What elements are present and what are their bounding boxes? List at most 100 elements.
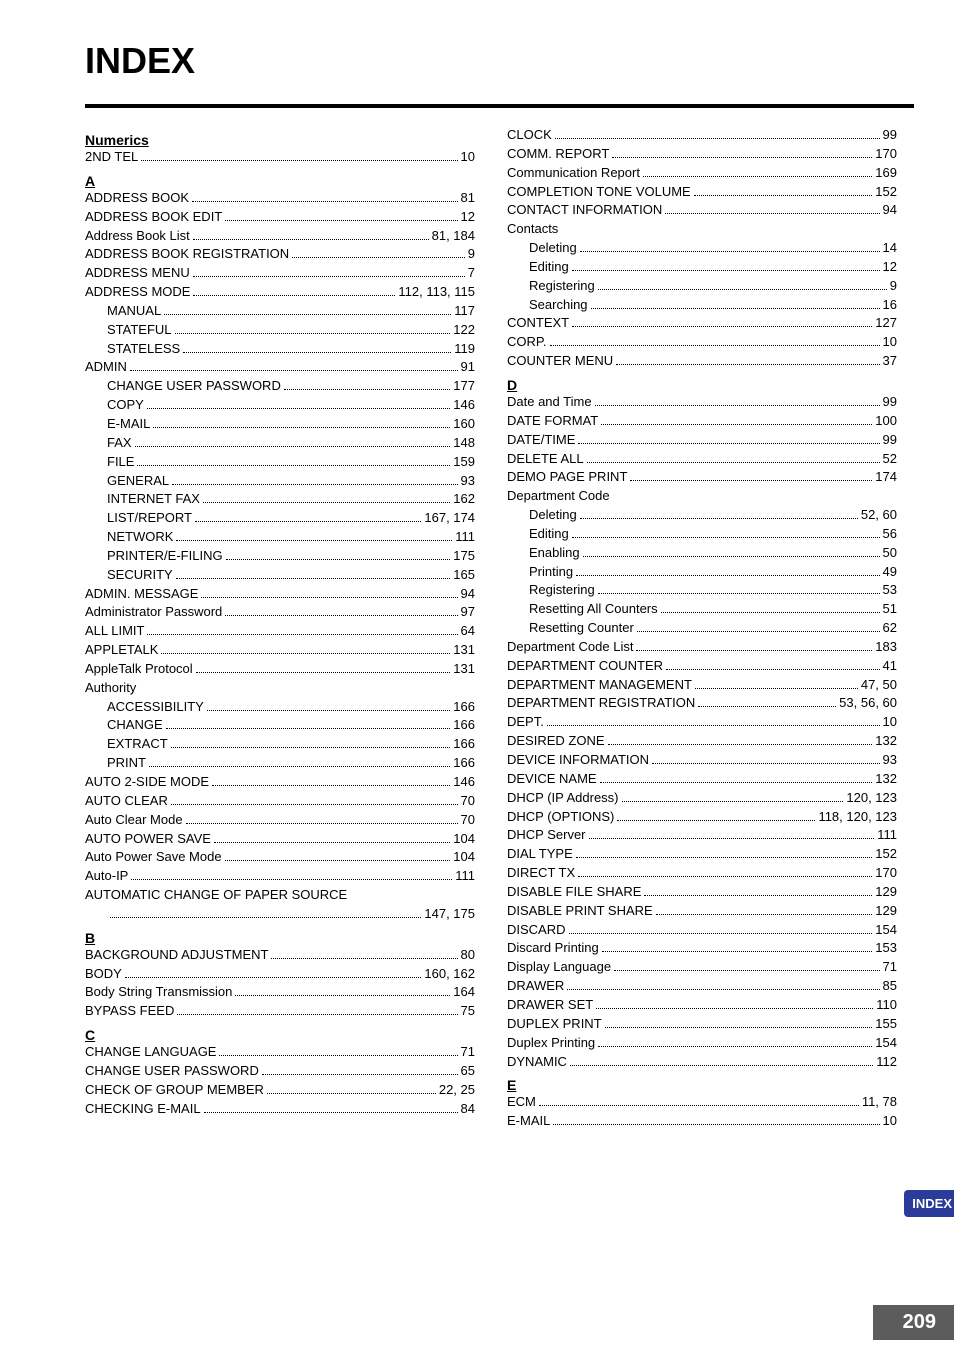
entry-pages[interactable]: 159 — [453, 453, 475, 472]
entry-pages[interactable]: 147, 175 — [424, 905, 475, 924]
entry-pages[interactable]: 122 — [453, 321, 475, 340]
entry-pages[interactable]: 16 — [883, 296, 897, 315]
entry-pages[interactable]: 52 — [883, 450, 897, 469]
entry-pages[interactable]: 160, 162 — [424, 965, 475, 984]
entry-pages[interactable]: 47, 50 — [861, 676, 897, 695]
entry-pages[interactable]: 12 — [461, 208, 475, 227]
entry-pages[interactable]: 99 — [883, 431, 897, 450]
entry-pages[interactable]: 119 — [454, 340, 475, 359]
entry-pages[interactable]: 146 — [453, 773, 475, 792]
entry-pages[interactable]: 7 — [468, 264, 475, 283]
entry-pages[interactable]: 104 — [453, 848, 475, 867]
entry-pages[interactable]: 70 — [461, 792, 475, 811]
entry-pages[interactable]: 14 — [883, 239, 897, 258]
entry-pages[interactable]: 10 — [883, 1112, 897, 1131]
entry-pages[interactable]: 146 — [453, 396, 475, 415]
entry-pages[interactable]: 81 — [461, 189, 475, 208]
entry-pages[interactable]: 117 — [454, 302, 475, 321]
entry-pages[interactable]: 112 — [876, 1053, 897, 1072]
entry-pages[interactable]: 52, 60 — [861, 506, 897, 525]
entry-pages[interactable]: 175 — [453, 547, 475, 566]
entry-pages[interactable]: 154 — [875, 921, 897, 940]
entry-pages[interactable]: 104 — [453, 830, 475, 849]
entry-pages[interactable]: 9 — [468, 245, 475, 264]
entry-pages[interactable]: 53 — [883, 581, 897, 600]
entry-pages[interactable]: 71 — [461, 1043, 475, 1062]
entry-pages[interactable]: 162 — [453, 490, 475, 509]
entry-pages[interactable]: 12 — [883, 258, 897, 277]
entry-pages[interactable]: 152 — [875, 183, 897, 202]
entry-pages[interactable]: 129 — [875, 883, 897, 902]
entry-pages[interactable]: 174 — [875, 468, 897, 487]
entry-label: COMPLETION TONE VOLUME — [507, 183, 691, 202]
entry-pages[interactable]: 93 — [461, 472, 475, 491]
entry-pages[interactable]: 148 — [453, 434, 475, 453]
entry-pages[interactable]: 50 — [883, 544, 897, 563]
entry-pages[interactable]: 170 — [875, 145, 897, 164]
entry-pages[interactable]: 62 — [883, 619, 897, 638]
entry-pages[interactable]: 110 — [876, 996, 897, 1015]
entry-pages[interactable]: 64 — [461, 622, 475, 641]
entry-pages[interactable]: 9 — [890, 277, 897, 296]
entry-pages[interactable]: 94 — [461, 585, 475, 604]
entry-pages[interactable]: 84 — [461, 1100, 475, 1119]
entry-pages[interactable]: 112, 113, 115 — [398, 283, 475, 302]
entry-pages[interactable]: 51 — [883, 600, 897, 619]
entry-pages[interactable]: 11, 78 — [862, 1093, 897, 1112]
entry-pages[interactable]: 10 — [461, 148, 475, 167]
entry-pages[interactable]: 165 — [453, 566, 475, 585]
entry-pages[interactable]: 167, 174 — [424, 509, 475, 528]
entry-pages[interactable]: 81, 184 — [432, 227, 475, 246]
entry-pages[interactable]: 56 — [883, 525, 897, 544]
entry-pages[interactable]: 127 — [875, 314, 897, 333]
entry-pages[interactable]: 93 — [883, 751, 897, 770]
entry-pages[interactable]: 132 — [875, 770, 897, 789]
entry-pages[interactable]: 132 — [875, 732, 897, 751]
entry-pages[interactable]: 41 — [883, 657, 897, 676]
entry-pages[interactable]: 166 — [453, 716, 475, 735]
entry-pages[interactable]: 100 — [875, 412, 897, 431]
entry-pages[interactable]: 65 — [461, 1062, 475, 1081]
entry-pages[interactable]: 155 — [875, 1015, 897, 1034]
entry-pages[interactable]: 170 — [875, 864, 897, 883]
entry-pages[interactable]: 166 — [453, 735, 475, 754]
entry-pages[interactable]: 99 — [883, 393, 897, 412]
entry-pages[interactable]: 80 — [461, 946, 475, 965]
entry-pages[interactable]: 37 — [883, 352, 897, 371]
entry-pages[interactable]: 70 — [461, 811, 475, 830]
entry-pages[interactable]: 10 — [883, 333, 897, 352]
entry-pages[interactable]: 120, 123 — [846, 789, 897, 808]
entry-pages[interactable]: 22, 25 — [439, 1081, 475, 1100]
entry-pages[interactable]: 97 — [461, 603, 475, 622]
index-entry: ADMIN. MESSAGE94 — [85, 585, 475, 604]
entry-pages[interactable]: 53, 56, 60 — [839, 694, 897, 713]
entry-pages[interactable]: 153 — [875, 939, 897, 958]
entry-pages[interactable]: 131 — [453, 641, 475, 660]
entry-pages[interactable]: 85 — [883, 977, 897, 996]
entry-pages[interactable]: 169 — [875, 164, 897, 183]
entry-pages[interactable]: 49 — [883, 563, 897, 582]
entry-pages[interactable]: 10 — [883, 713, 897, 732]
entry-pages[interactable]: 129 — [875, 902, 897, 921]
entry-pages[interactable]: 154 — [875, 1034, 897, 1053]
entry-pages[interactable]: 177 — [453, 377, 475, 396]
entry-pages[interactable]: 183 — [875, 638, 897, 657]
entry-pages[interactable]: 166 — [453, 698, 475, 717]
entry-pages[interactable]: 99 — [883, 126, 897, 145]
entry-pages[interactable]: 94 — [883, 201, 897, 220]
entry-label: Department Code List — [507, 638, 633, 657]
entry-pages[interactable]: 111 — [877, 826, 897, 845]
entry-pages[interactable]: 118, 120, 123 — [818, 808, 897, 827]
entry-pages[interactable]: 166 — [453, 754, 475, 773]
entry-pages[interactable]: 111 — [455, 528, 475, 547]
entry-pages[interactable]: 160 — [453, 415, 475, 434]
entry-pages[interactable]: 71 — [883, 958, 897, 977]
entry-pages[interactable]: 131 — [453, 660, 475, 679]
entry-pages[interactable]: 111 — [455, 867, 475, 886]
entry-label: AUTO POWER SAVE — [85, 830, 211, 849]
entry-pages[interactable]: 75 — [461, 1002, 475, 1021]
entry-pages[interactable]: 91 — [461, 358, 475, 377]
entry-pages[interactable]: 152 — [875, 845, 897, 864]
index-entry: Registering53 — [507, 581, 897, 600]
entry-pages[interactable]: 164 — [453, 983, 475, 1002]
